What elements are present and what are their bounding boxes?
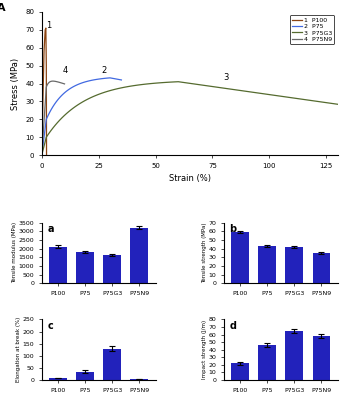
- Y-axis label: Impact strength (J/m): Impact strength (J/m): [202, 320, 207, 379]
- Bar: [49, 247, 67, 283]
- Y-axis label: Stress (MPa): Stress (MPa): [10, 58, 19, 110]
- Y-axis label: Elongation at break (%): Elongation at break (%): [16, 317, 21, 382]
- Bar: [313, 253, 330, 283]
- Bar: [285, 331, 303, 380]
- Text: 1: 1: [46, 21, 51, 30]
- X-axis label: Strain (%): Strain (%): [169, 174, 211, 183]
- Bar: [49, 378, 67, 380]
- Text: 4: 4: [62, 66, 68, 75]
- Text: 2: 2: [101, 66, 106, 75]
- Bar: [285, 247, 303, 283]
- Text: a: a: [47, 224, 54, 234]
- Text: b: b: [229, 224, 237, 234]
- Bar: [130, 228, 148, 283]
- Bar: [313, 336, 330, 380]
- Text: d: d: [229, 321, 237, 331]
- Legend: 1  P100, 2  P75, 3  P75G3, 4  P75N9: 1 P100, 2 P75, 3 P75G3, 4 P75N9: [290, 15, 334, 44]
- Bar: [103, 348, 121, 380]
- Bar: [231, 363, 249, 380]
- Bar: [103, 255, 121, 283]
- Text: A: A: [0, 4, 6, 14]
- Bar: [258, 345, 276, 380]
- Bar: [258, 246, 276, 283]
- Bar: [231, 232, 249, 283]
- Y-axis label: Tensile strength (MPa): Tensile strength (MPa): [202, 223, 207, 283]
- Text: c: c: [47, 321, 53, 331]
- Y-axis label: Tensile modulus (MPa): Tensile modulus (MPa): [12, 222, 17, 284]
- Bar: [76, 252, 94, 283]
- Text: 3: 3: [224, 73, 229, 82]
- Bar: [130, 379, 148, 380]
- Bar: [76, 372, 94, 380]
